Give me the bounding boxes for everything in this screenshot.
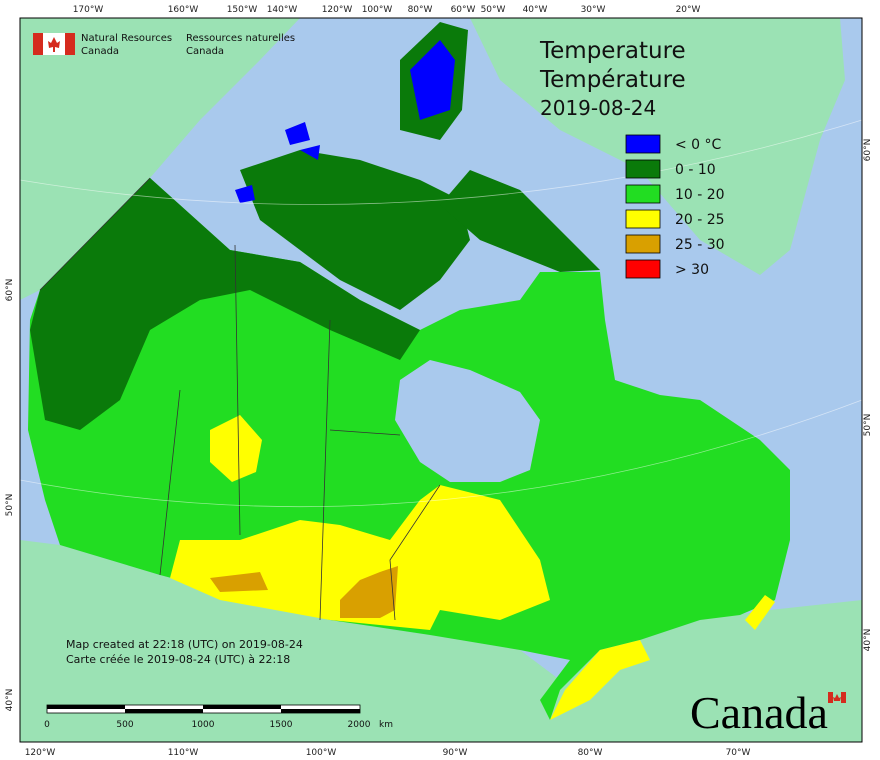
warm-prairies [170, 485, 550, 630]
footer-fr: Carte créée le 2019-08-24 (UTC) à 22:18 [66, 653, 290, 666]
graticule-label: 140°W [267, 5, 298, 15]
flag-bar [33, 33, 43, 55]
agency-fr: Ressources naturelles [186, 33, 295, 44]
legend-label: 0 - 10 [675, 162, 716, 178]
map-frame [19, 17, 863, 743]
legend-swatch [625, 259, 661, 279]
legend-label: < 0 °C [675, 137, 722, 153]
graticule-label: 60°N [863, 139, 873, 162]
flag-bar [828, 692, 833, 703]
hudson-bay [395, 360, 540, 482]
graticule-label: 90°W [443, 748, 468, 758]
legend-swatch [625, 159, 661, 179]
warm-alberta [210, 415, 262, 482]
scale-segment [47, 705, 125, 709]
title-date: 2019-08-24 [540, 96, 656, 120]
title-fr: Température [539, 67, 686, 93]
graticule-label: 80°W [408, 5, 433, 15]
agency-en: Canada [81, 46, 119, 57]
scale-bar: 0 500 1000 1500 2000 km [44, 704, 393, 730]
legend-label: 20 - 25 [675, 212, 725, 228]
legend-swatch [625, 234, 661, 254]
legend: < 0 °C 0 - 10 10 - 20 20 - 25 25 - 30 > 30 [625, 134, 725, 279]
scale-label: 2000 [348, 720, 371, 730]
graticule-label: 40°N [5, 689, 15, 712]
graticule-label: 50°N [863, 414, 873, 437]
scale-segment [281, 709, 360, 713]
graticule-label: 50°W [481, 5, 506, 15]
legend-label: > 30 [675, 262, 709, 278]
graticule-label: 60°N [5, 279, 15, 302]
cold-north-west [30, 178, 420, 430]
graticule-lines [19, 119, 863, 508]
graticule-label: 50°N [5, 494, 15, 517]
graticule-label: 160°W [168, 5, 199, 15]
scale-label: 1000 [192, 720, 215, 730]
graticule-label: 70°W [726, 748, 751, 758]
legend-swatch [625, 134, 661, 154]
warm-nova-scotia [745, 595, 775, 630]
wordmark-flag [828, 692, 846, 703]
agency-en: Natural Resources [81, 33, 172, 44]
graticule-label: 80°W [578, 748, 603, 758]
graticule-label: 40°W [523, 5, 548, 15]
flag-bar [65, 33, 75, 55]
graticule-label: 100°W [362, 5, 393, 15]
title-en: Temperature [539, 38, 686, 64]
alaska [20, 18, 300, 300]
map-body [19, 17, 863, 743]
logo [33, 33, 75, 55]
legend-label: 10 - 20 [675, 187, 725, 203]
legend-label: 25 - 30 [675, 237, 725, 253]
footer-en: Map created at 22:18 (UTC) on 2019-08-24 [66, 638, 303, 651]
scale-label: 500 [116, 720, 133, 730]
graticule-label: 100°W [306, 748, 337, 758]
scale-segment [125, 709, 203, 713]
maple-leaf [48, 37, 60, 52]
graticule-labels: 170°W 160°W 150°W 140°W 120°W 100°W 80°W 60°W 50… [5, 5, 873, 758]
wordmark: Canada [690, 687, 828, 738]
scale-label: 0 [44, 720, 50, 730]
boundaries [39, 177, 441, 621]
warm-ontario [550, 640, 650, 720]
ellesmere-cold [410, 40, 455, 120]
flag-bar [841, 692, 846, 703]
hot-patches [210, 566, 398, 618]
scale-unit: km [379, 720, 393, 730]
maple-leaf [833, 694, 841, 701]
graticule-label: 30°W [581, 5, 606, 15]
graticule-label: 40°N [863, 629, 873, 652]
united-states [20, 540, 862, 742]
scale-segment [203, 705, 281, 709]
graticule-label: 120°W [322, 5, 353, 15]
cold-patches [235, 122, 320, 203]
legend-swatch [625, 209, 661, 229]
graticule-label: 170°W [73, 5, 104, 15]
arctic-islands [240, 150, 470, 310]
agency-fr: Canada [186, 46, 224, 57]
graticule-label: 60°W [451, 5, 476, 15]
graticule-label: 110°W [168, 748, 199, 758]
scale-label: 1500 [270, 720, 293, 730]
graticule-label: 120°W [25, 748, 56, 758]
legend-swatch [625, 184, 661, 204]
graticule-label: 20°W [676, 5, 701, 15]
baffin-island [440, 170, 600, 272]
graticule-label: 150°W [227, 5, 258, 15]
